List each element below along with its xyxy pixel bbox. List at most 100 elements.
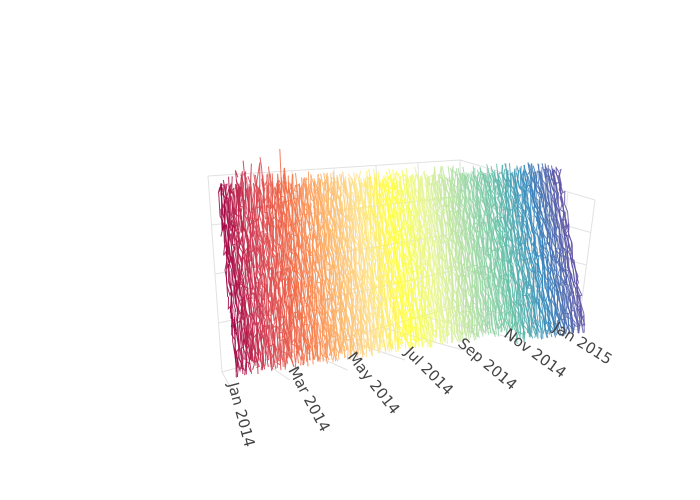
series-line — [419, 176, 445, 342]
grid-line — [221, 371, 233, 391]
series-line — [280, 186, 304, 360]
series-line — [387, 174, 413, 341]
series-line — [290, 182, 315, 360]
x-tick-label: Jul 2014 — [400, 342, 457, 399]
series-line — [547, 164, 579, 333]
series-line — [300, 184, 321, 357]
series-line — [270, 183, 290, 352]
series-line — [397, 172, 423, 348]
series-line — [558, 168, 585, 333]
series-line — [525, 171, 556, 338]
series-line — [286, 185, 309, 367]
grid-line — [261, 360, 290, 381]
x-tick-label: May 2014 — [344, 348, 404, 417]
series-line — [227, 176, 247, 376]
series-line — [396, 173, 420, 341]
series-line — [336, 174, 359, 347]
series-line — [449, 177, 477, 336]
series-line — [445, 178, 472, 334]
series-line — [231, 176, 253, 374]
series-line — [477, 169, 506, 328]
series-line — [546, 168, 574, 333]
series-line — [239, 171, 260, 375]
series-line — [513, 168, 539, 339]
series-line — [517, 169, 546, 335]
series-line — [393, 171, 419, 342]
series-line — [239, 187, 260, 368]
series-line — [519, 169, 550, 335]
series-line — [373, 168, 397, 352]
series-line — [347, 178, 371, 352]
series-line — [545, 165, 576, 334]
series-line — [462, 172, 487, 332]
series-line — [242, 170, 263, 371]
series-line — [541, 163, 573, 335]
series-line — [279, 148, 301, 351]
series-line — [479, 170, 505, 329]
series-line — [457, 177, 484, 329]
series-line — [441, 176, 467, 336]
series-line — [550, 168, 579, 328]
series-line — [506, 168, 537, 336]
series-line — [471, 171, 501, 329]
series-line — [299, 186, 320, 362]
grid-line — [341, 338, 406, 361]
series-line — [383, 177, 409, 345]
series-line — [375, 173, 398, 342]
series-line — [307, 171, 328, 358]
series-line — [466, 173, 492, 334]
series-line — [254, 188, 273, 372]
series-line — [414, 166, 442, 345]
series-line — [486, 164, 515, 325]
series-line — [479, 167, 509, 335]
series-line — [439, 177, 466, 332]
series-line — [469, 174, 496, 335]
series-line — [342, 180, 364, 355]
series-line — [487, 167, 514, 330]
series-line — [240, 174, 262, 364]
series-line — [490, 166, 518, 344]
series-line — [246, 188, 264, 368]
series-line — [316, 173, 340, 360]
series-line — [378, 181, 404, 347]
series-line — [379, 179, 405, 345]
series-line — [254, 183, 277, 370]
series-line — [431, 174, 459, 342]
series-line — [553, 169, 585, 328]
series-line — [552, 169, 582, 334]
series-line — [394, 173, 420, 347]
series-line — [312, 182, 333, 360]
series-line — [273, 187, 295, 368]
series-line — [493, 173, 522, 343]
series-line — [533, 171, 562, 329]
x-tick-label: Mar 2014 — [284, 363, 333, 434]
series-line — [234, 170, 256, 371]
series-line — [537, 164, 565, 336]
series-line — [401, 169, 427, 343]
series-line — [482, 175, 513, 332]
series-line — [555, 166, 585, 324]
series-line — [332, 171, 358, 357]
series-line — [464, 172, 492, 333]
x-tick-label: Jan 2014 — [224, 379, 259, 448]
grid-line — [207, 159, 461, 177]
series-line — [531, 163, 560, 334]
series-line — [524, 170, 555, 332]
series-line — [485, 173, 513, 324]
series-line — [425, 173, 453, 340]
series-line — [325, 173, 348, 352]
series-line — [447, 165, 475, 335]
series-line — [461, 174, 487, 332]
series-line — [390, 180, 417, 346]
series-line — [457, 167, 484, 337]
series-line — [382, 179, 406, 341]
series-line — [333, 180, 358, 353]
series-line — [276, 183, 295, 367]
series-line — [511, 171, 541, 333]
series-line — [310, 174, 331, 357]
series-line — [416, 173, 442, 342]
series-line — [298, 184, 321, 360]
series-line — [490, 172, 519, 341]
